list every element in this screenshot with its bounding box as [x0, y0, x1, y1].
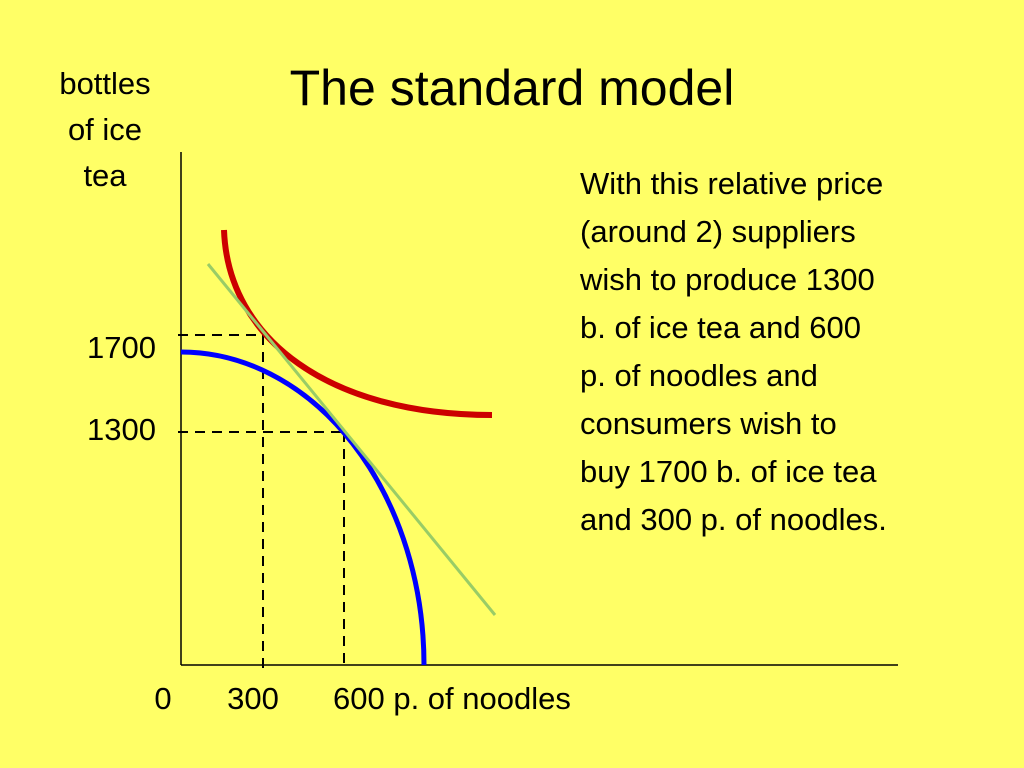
price-line: [206, 263, 497, 616]
note-line: wish to produce 1300: [579, 262, 875, 297]
production-frontier: [180, 349, 427, 666]
note-line: consumers wish to: [580, 406, 837, 441]
slide-title: The standard model: [290, 60, 735, 116]
note-line: p. of noodles and: [580, 358, 818, 393]
note-line: (around 2) suppliers: [580, 214, 856, 249]
x-label: 600 p. of noodles: [333, 681, 571, 716]
note-line: With this relative price: [580, 166, 883, 201]
y-label: 1700: [87, 330, 156, 365]
y-axis-label: bottles: [59, 66, 150, 101]
axes: [180, 152, 898, 666]
note-line: b. of ice tea and 600: [580, 310, 861, 345]
y-axis-label: tea: [83, 158, 127, 193]
indifference-curve: [221, 229, 493, 418]
y-label: 1300: [87, 412, 156, 447]
guides: [178, 334, 345, 672]
y-axis-label: of ice: [68, 112, 142, 147]
note-line: and 300 p. of noodles.: [580, 502, 887, 537]
x-label: 0: [154, 681, 171, 716]
note-line: buy 1700 b. of ice tea: [580, 454, 877, 489]
x-label: 300: [227, 681, 279, 716]
